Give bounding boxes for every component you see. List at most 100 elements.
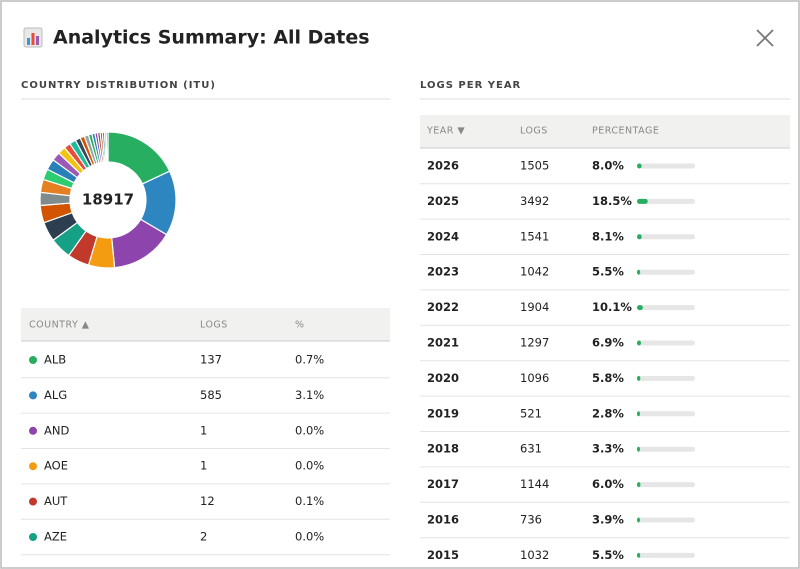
year: 2019 bbox=[427, 406, 459, 420]
country-code: ALG bbox=[44, 388, 67, 402]
percentage: 5.5% bbox=[592, 265, 624, 279]
bar-track bbox=[637, 340, 695, 346]
bar bbox=[637, 482, 641, 488]
logs: 585 bbox=[200, 388, 222, 402]
logs: 1032 bbox=[520, 548, 549, 562]
column-header: LOGS bbox=[200, 320, 228, 331]
percentage: 2.8% bbox=[592, 406, 624, 420]
bar bbox=[637, 552, 641, 558]
bar bbox=[637, 517, 640, 523]
donut-segment bbox=[105, 131, 109, 163]
country-code: ALB bbox=[44, 353, 66, 367]
logs: 1042 bbox=[520, 265, 549, 279]
logs: 631 bbox=[520, 442, 542, 456]
year: 2026 bbox=[427, 159, 459, 173]
year: 2023 bbox=[427, 265, 459, 279]
logs: 12 bbox=[200, 494, 215, 508]
percentage: 3.9% bbox=[592, 513, 624, 527]
country-dot bbox=[29, 426, 37, 435]
percent: 0.0% bbox=[295, 423, 324, 437]
bar-track bbox=[637, 305, 695, 311]
bar bbox=[637, 234, 642, 240]
section-title: LOGS PER YEAR bbox=[420, 80, 521, 91]
percentage: 18.5% bbox=[592, 194, 632, 208]
bar bbox=[637, 305, 643, 311]
bar-track bbox=[637, 517, 695, 523]
year: 2016 bbox=[427, 513, 459, 527]
bar bbox=[637, 375, 641, 381]
country-code: AOE bbox=[44, 459, 68, 473]
bar bbox=[637, 340, 642, 346]
country-dot bbox=[29, 497, 37, 506]
percent: 3.1% bbox=[295, 388, 324, 402]
title: Analytics Summary: All Dates bbox=[53, 27, 370, 49]
year: 2017 bbox=[427, 477, 459, 491]
percentage: 5.8% bbox=[592, 371, 624, 385]
bar-track bbox=[637, 446, 695, 452]
bar-track bbox=[637, 163, 695, 169]
column-header: COUNTRY ▲ bbox=[29, 320, 90, 331]
year: 2018 bbox=[427, 442, 459, 456]
percentage: 3.3% bbox=[592, 442, 624, 456]
logs: 1297 bbox=[520, 336, 549, 350]
logs: 1096 bbox=[520, 371, 549, 385]
bar-track bbox=[637, 234, 695, 240]
year: 2024 bbox=[427, 229, 459, 243]
bar bbox=[637, 198, 648, 204]
logs: 736 bbox=[520, 513, 542, 527]
logs: 3492 bbox=[520, 194, 549, 208]
bar bbox=[637, 269, 641, 275]
logs: 1 bbox=[200, 423, 207, 437]
close-button[interactable] bbox=[756, 29, 774, 47]
percentage: 8.1% bbox=[592, 229, 624, 243]
percentage: 6.0% bbox=[592, 477, 624, 491]
logs: 1904 bbox=[520, 300, 549, 314]
percentage: 10.1% bbox=[592, 300, 632, 314]
country-code: AND bbox=[44, 423, 69, 437]
logs: 1541 bbox=[520, 229, 549, 243]
percent: 0.7% bbox=[295, 353, 324, 367]
logs: 1 bbox=[200, 459, 207, 473]
percent: 0.1% bbox=[295, 494, 324, 508]
percent: 0.0% bbox=[295, 459, 324, 473]
logs: 1505 bbox=[520, 159, 549, 173]
country-dot bbox=[29, 533, 37, 541]
column-header: LOGS bbox=[520, 126, 548, 137]
table-header-bg bbox=[21, 308, 390, 341]
bar-track bbox=[637, 198, 695, 204]
country-code: AUT bbox=[44, 494, 68, 508]
year-table: YEAR ▼ LOGS PERCENTAGE 2026 1505 8.0% 2025 3492… bbox=[420, 115, 790, 562]
year: 2022 bbox=[427, 300, 459, 314]
percent: 0.0% bbox=[295, 530, 324, 544]
bar-track bbox=[637, 375, 695, 381]
bar-track bbox=[637, 482, 695, 488]
title-icon bbox=[23, 27, 43, 48]
logs: 1144 bbox=[520, 477, 549, 491]
column-header: PERCENTAGE bbox=[592, 126, 659, 137]
bar bbox=[637, 411, 640, 417]
section-title: COUNTRY DISTRIBUTION (ITU) bbox=[21, 80, 216, 91]
column-header: % bbox=[295, 320, 305, 331]
logs: 137 bbox=[200, 353, 222, 367]
bar-track bbox=[637, 411, 695, 417]
percentage: 6.9% bbox=[592, 336, 624, 350]
table-header-bg bbox=[420, 115, 790, 148]
year: 2021 bbox=[427, 336, 459, 350]
country-table: COUNTRY ▲ LOGS % ALB 137 0.7% ALG 585 3.1% AND 1 0.… bbox=[21, 308, 390, 556]
year: 2025 bbox=[427, 194, 459, 208]
bar bbox=[637, 446, 640, 452]
country-dot bbox=[29, 356, 37, 364]
country-dot bbox=[29, 391, 37, 400]
donut-total: 18917 bbox=[82, 191, 134, 209]
bar-track bbox=[637, 552, 695, 558]
country-dot bbox=[29, 462, 37, 471]
column-header: YEAR ▼ bbox=[426, 126, 465, 137]
year: 2015 bbox=[427, 548, 459, 562]
logs: 2 bbox=[200, 530, 207, 544]
country-code: AZE bbox=[44, 530, 67, 544]
percentage: 5.5% bbox=[592, 548, 624, 562]
donut-chart bbox=[39, 131, 177, 269]
percentage: 8.0% bbox=[592, 159, 624, 173]
